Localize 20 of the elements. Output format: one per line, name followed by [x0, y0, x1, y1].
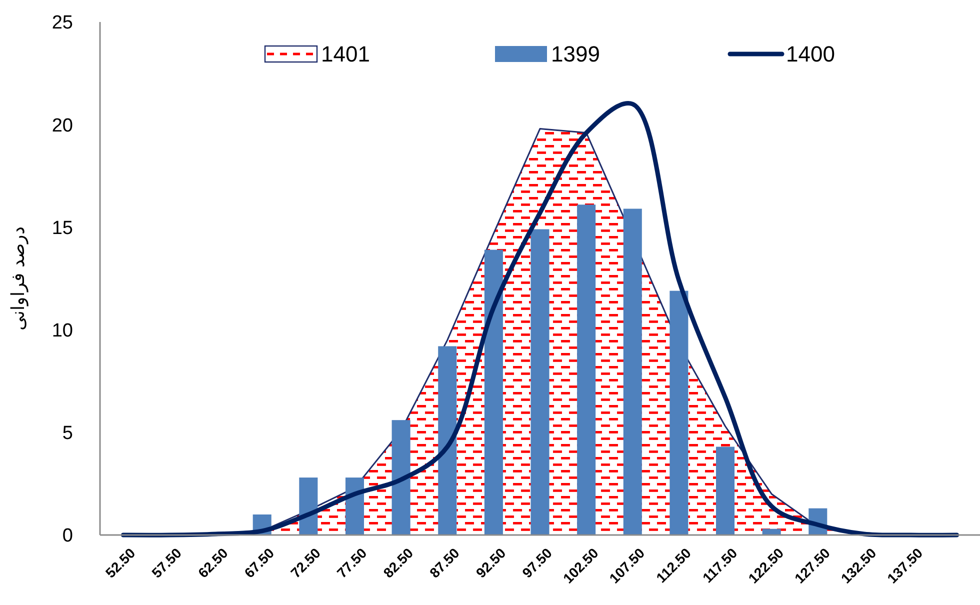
bar [577, 204, 596, 535]
y-tick-label: 15 [52, 218, 73, 239]
bar [299, 478, 318, 535]
bar [484, 250, 503, 535]
legend-label: 1401 [321, 42, 370, 67]
y-tick-label: 20 [52, 115, 73, 136]
bar [392, 420, 410, 535]
y-tick-label: 25 [52, 12, 73, 34]
bar [670, 290, 688, 535]
y-tick-label: 5 [62, 423, 73, 444]
y-tick-label: 10 [52, 320, 73, 342]
bar [438, 346, 457, 535]
bar [623, 208, 642, 535]
y-tick-label: 0 [62, 526, 73, 547]
bar [530, 229, 550, 535]
bar [345, 478, 364, 535]
legend-label: 1400 [786, 42, 835, 67]
y-axis-title: درصد فراوانی [8, 226, 29, 331]
legend-label: 1399 [551, 42, 600, 67]
bar [716, 446, 735, 535]
